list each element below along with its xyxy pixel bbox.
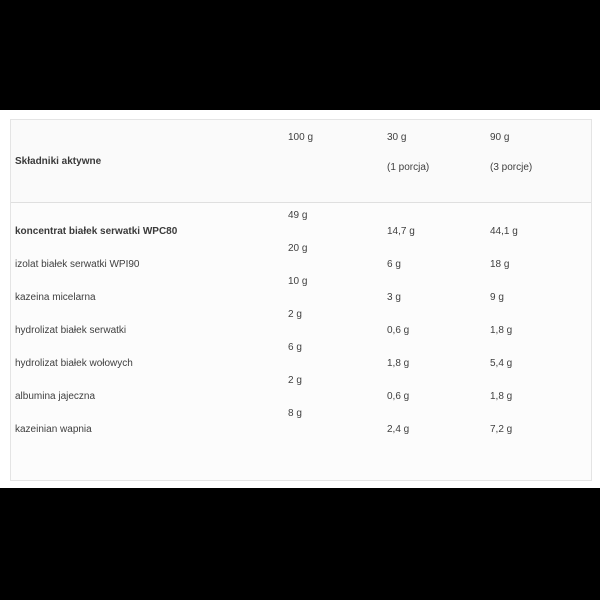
column-amount-90g: 90 g <box>490 132 510 143</box>
value-per-90g: 1,8 g <box>490 325 513 336</box>
table-row: izolat białek serwatki WPI90 20 g 6 g 18… <box>11 243 591 281</box>
header-cell-100g: 100 g <box>288 120 387 202</box>
value-per-100g: 8 g <box>288 408 302 419</box>
table-row: hydrolizat białek wołowych 6 g 1,8 g 5,4… <box>11 342 591 380</box>
value-per-30g: 1,8 g <box>387 358 410 369</box>
value-per-90g: 18 g <box>490 259 510 270</box>
value-per-90g: 7,2 g <box>490 424 513 435</box>
ingredient-label: hydrolizat białek wołowych <box>15 358 133 369</box>
header-cell-90g: 90 g (3 porcje) <box>490 120 591 202</box>
value-per-100g: 20 g <box>288 243 308 254</box>
value-per-30g: 0,6 g <box>387 325 410 336</box>
value-per-30g: 2,4 g <box>387 424 410 435</box>
table-row: koncentrat białek serwatki WPC80 49 g 14… <box>11 210 591 248</box>
value-per-100g: 10 g <box>288 276 308 287</box>
bottom-letterbox <box>0 488 600 600</box>
ingredient-label: kazeinian wapnia <box>15 424 92 435</box>
table-row: hydrolizat białek serwatki 2 g 0,6 g 1,8… <box>11 309 591 347</box>
top-letterbox <box>0 0 600 110</box>
ingredient-label: albumina jajeczna <box>15 391 96 402</box>
ingredient-label: koncentrat białek serwatki WPC80 <box>15 226 178 237</box>
value-per-30g: 0,6 g <box>387 391 410 402</box>
ingredient-label: hydrolizat białek serwatki <box>15 325 127 336</box>
column-note-3-porcje: (3 porcje) <box>490 162 533 173</box>
ingredient-label: izolat białek serwatki WPI90 <box>15 259 140 270</box>
column-amount-30g: 30 g <box>387 132 407 143</box>
ingredient-label: kazeina micelarna <box>15 292 96 303</box>
table-row: kazeina micelarna 10 g 3 g 9 g <box>11 276 591 314</box>
column-note-1-porcja: (1 porcja) <box>387 162 430 173</box>
value-per-100g: 6 g <box>288 342 302 353</box>
ingredients-header-label: Składniki aktywne <box>15 155 102 167</box>
header-cell-30g: 30 g (1 porcja) <box>387 120 490 202</box>
value-per-90g: 9 g <box>490 292 504 303</box>
value-per-90g: 5,4 g <box>490 358 513 369</box>
ingredients-table-card: Składniki aktywne 100 g 30 g (1 porcja) … <box>10 119 592 481</box>
value-per-90g: 1,8 g <box>490 391 513 402</box>
value-per-100g: 49 g <box>288 210 308 221</box>
column-amount-100g: 100 g <box>288 132 314 143</box>
page-content: Składniki aktywne 100 g 30 g (1 porcja) … <box>0 110 600 488</box>
header-cell-ingredients: Składniki aktywne <box>11 120 288 202</box>
value-per-30g: 6 g <box>387 259 401 270</box>
table-row: albumina jajeczna 2 g 0,6 g 1,8 g <box>11 375 591 413</box>
table-body: koncentrat białek serwatki WPC80 49 g 14… <box>11 203 591 446</box>
table-header-row: Składniki aktywne 100 g 30 g (1 porcja) … <box>11 120 591 203</box>
table-row: kazeinian wapnia 8 g 2,4 g 7,2 g <box>11 408 591 446</box>
value-per-90g: 44,1 g <box>490 226 518 237</box>
value-per-30g: 3 g <box>387 292 401 303</box>
value-per-30g: 14,7 g <box>387 226 415 237</box>
value-per-100g: 2 g <box>288 375 302 386</box>
value-per-100g: 2 g <box>288 309 302 320</box>
